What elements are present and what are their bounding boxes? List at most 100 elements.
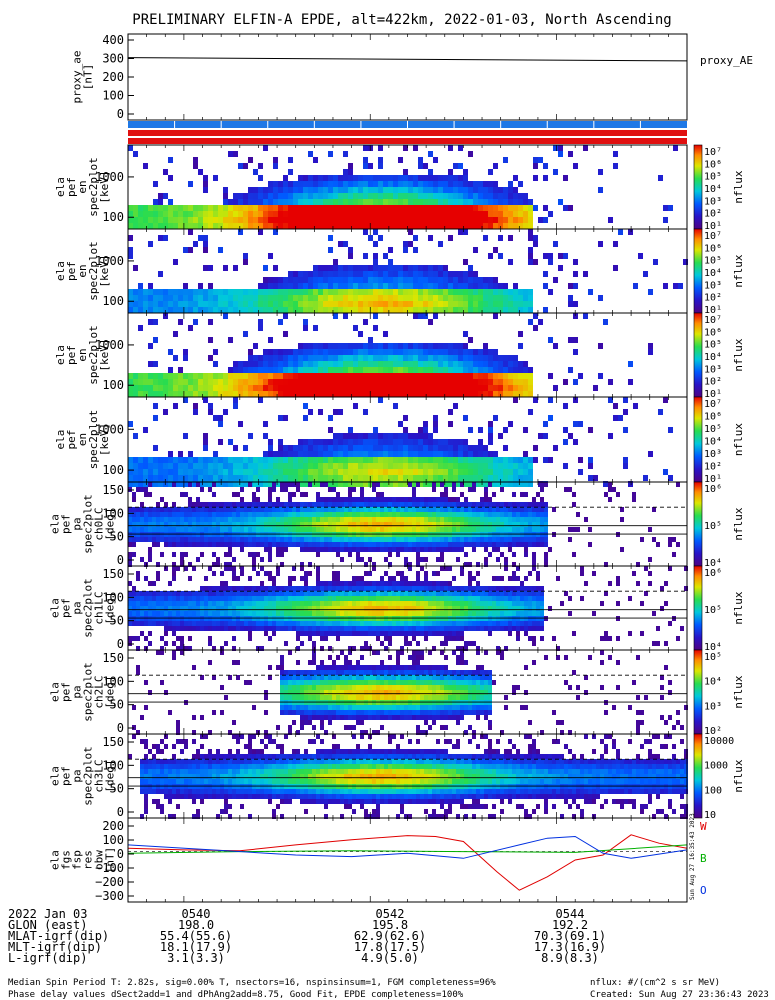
spec-cell	[398, 439, 403, 445]
spec-cell	[133, 385, 138, 391]
spec-cell	[178, 289, 183, 295]
spec-cell	[513, 373, 518, 379]
spec-cell	[403, 247, 408, 253]
pa-cell	[248, 611, 252, 616]
spec-cell	[168, 475, 173, 481]
spec-cell	[343, 283, 348, 289]
pa-cell	[164, 507, 168, 512]
pa-cell	[328, 616, 332, 621]
spec-cell	[418, 343, 423, 349]
pa-cell	[324, 507, 328, 512]
spec-cell	[163, 205, 168, 211]
pa-cell	[608, 482, 612, 487]
pa-cell	[244, 537, 248, 542]
pa-cell	[452, 522, 456, 527]
pa-cell	[224, 522, 228, 527]
pa-cell	[332, 576, 336, 581]
spec-cell	[333, 313, 338, 319]
spec-cell	[468, 367, 473, 373]
spec-cell	[358, 445, 363, 451]
pa-cell	[292, 522, 296, 527]
pa-cell	[128, 596, 132, 601]
spec-cell	[528, 205, 533, 211]
pa-cell	[332, 626, 336, 631]
pa-cell	[300, 626, 304, 631]
pa-cell	[272, 542, 276, 547]
spec-cell	[313, 265, 318, 271]
spec-cell	[508, 391, 513, 397]
spec-cell	[378, 205, 383, 211]
pa-cell	[424, 522, 428, 527]
spec-cell	[448, 409, 453, 415]
spec-cell	[153, 481, 158, 487]
spec-cell	[308, 457, 313, 463]
pa-cell	[280, 606, 284, 611]
spec-cell	[423, 295, 428, 301]
spec-cell	[238, 211, 243, 217]
spec-cell	[153, 319, 158, 325]
spec-cell	[153, 415, 158, 421]
spec-cell	[493, 307, 498, 313]
pa-cell	[136, 571, 140, 576]
spec-cell	[413, 463, 418, 469]
spec-cell	[343, 343, 348, 349]
spec-cell	[288, 169, 293, 175]
spec-cell	[628, 481, 633, 487]
pa-cell	[148, 492, 152, 497]
spec-cell	[473, 307, 478, 313]
spec-cell	[428, 307, 433, 313]
spec-cell	[413, 277, 418, 283]
pa-cell	[260, 586, 264, 591]
pa-cell	[156, 527, 160, 532]
pa-cell	[212, 542, 216, 547]
pa-cell	[440, 542, 444, 547]
spec-cell	[373, 391, 378, 397]
spec-cell	[303, 469, 308, 475]
pa-cell	[164, 616, 168, 621]
pa-cell	[276, 626, 280, 631]
pa-cell	[532, 512, 536, 517]
spec-cell	[183, 397, 188, 403]
spec-cell	[393, 433, 398, 439]
pa-cell	[524, 532, 528, 537]
pa-cell	[200, 517, 204, 522]
spec-cell	[338, 295, 343, 301]
pa-cell	[288, 527, 292, 532]
spec-cell	[448, 469, 453, 475]
pa-cell	[300, 542, 304, 547]
spec-cell	[258, 163, 263, 169]
spec-cell	[253, 169, 258, 175]
spec-cell	[313, 355, 318, 361]
spec-cell	[543, 307, 548, 313]
spec-cell	[333, 301, 338, 307]
pa-cell	[276, 547, 280, 552]
spec-cell	[243, 307, 248, 313]
pa-cell	[252, 566, 256, 571]
spec-cell	[178, 367, 183, 373]
pa-cell	[296, 522, 300, 527]
pa-cell	[288, 616, 292, 621]
spec-cell	[428, 451, 433, 457]
spec-cell	[483, 343, 488, 349]
spec-cell	[248, 223, 253, 229]
spec-cell	[128, 481, 133, 487]
pa-cell	[184, 507, 188, 512]
pa-cell	[340, 611, 344, 616]
pa-cell	[160, 507, 164, 512]
spec-cell	[378, 481, 383, 487]
spec-cell	[518, 481, 523, 487]
pa-cell	[272, 512, 276, 517]
spec-cell	[338, 199, 343, 205]
spec-cell	[403, 367, 408, 373]
spec-cell	[138, 283, 143, 289]
spec-cell	[328, 217, 333, 223]
spec-cell	[363, 175, 368, 181]
spec-cell	[433, 385, 438, 391]
spec-cell	[258, 373, 263, 379]
spec-cell	[378, 397, 383, 403]
spec-cell	[328, 307, 333, 313]
spec-cell	[423, 385, 428, 391]
pa-cell	[288, 492, 292, 497]
spec-cell	[468, 187, 473, 193]
pa-cell	[456, 502, 460, 507]
